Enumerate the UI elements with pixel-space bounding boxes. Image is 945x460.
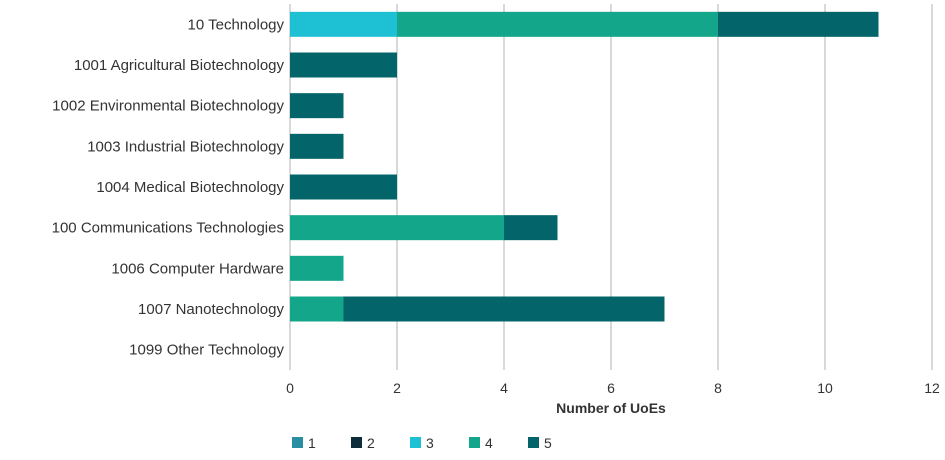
legend-swatch (292, 437, 303, 448)
legend-item: 4 (469, 435, 493, 451)
x-tick-label: 0 (286, 380, 294, 396)
legend-item: 3 (410, 435, 434, 451)
legend-item: 5 (528, 435, 552, 451)
category-label: 1007 Nanotechnology (138, 301, 284, 318)
legend-swatch (528, 437, 539, 448)
x-tick-label: 4 (500, 380, 508, 396)
category-label: 1002 Environmental Biotechnology (52, 98, 284, 115)
category-label: 1006 Computer Hardware (111, 260, 284, 277)
legend-item: 2 (351, 435, 375, 451)
category-label: 10 Technology (188, 16, 285, 33)
legend: 1 2 3 4 5 (292, 435, 552, 451)
legend-swatch (410, 437, 421, 448)
x-tick-label: 6 (607, 380, 615, 396)
bar-segment (343, 296, 665, 322)
legend-swatch (351, 437, 362, 448)
category-labels: 10 Technology 1001 Agricultural Biotechno… (52, 16, 285, 358)
x-tick-label: 2 (393, 380, 401, 396)
category-label: 1004 Medical Biotechnology (96, 179, 284, 196)
bar-segment (290, 296, 344, 322)
legend-label: 1 (308, 435, 316, 451)
bar-segment (290, 11, 397, 37)
legend-label: 5 (544, 435, 552, 451)
bar-segment (504, 215, 558, 241)
legend-swatch (469, 437, 480, 448)
x-tick-labels: 0 2 4 6 8 10 12 (286, 380, 940, 396)
bar-segment (290, 174, 397, 200)
x-axis-title: Number of UoEs (556, 400, 666, 416)
bar-segment (718, 11, 879, 37)
bar-segment (290, 255, 344, 281)
legend-label: 2 (367, 435, 375, 451)
bar-segment (290, 215, 504, 241)
x-tick-label: 12 (924, 380, 940, 396)
bars (290, 11, 879, 322)
bar-segment (290, 133, 344, 159)
legend-label: 3 (426, 435, 434, 451)
category-label: 1001 Agricultural Biotechnology (74, 57, 285, 74)
bar-segment (397, 11, 718, 37)
legend-item: 1 (292, 435, 316, 451)
category-label: 1099 Other Technology (129, 342, 284, 359)
bar-segment (290, 93, 344, 119)
category-label: 1003 Industrial Biotechnology (87, 138, 284, 155)
x-tick-label: 10 (817, 380, 833, 396)
category-label: 100 Communications Technologies (52, 220, 284, 237)
x-tick-label: 8 (714, 380, 722, 396)
bar-segment (290, 52, 397, 78)
legend-label: 4 (485, 435, 493, 451)
